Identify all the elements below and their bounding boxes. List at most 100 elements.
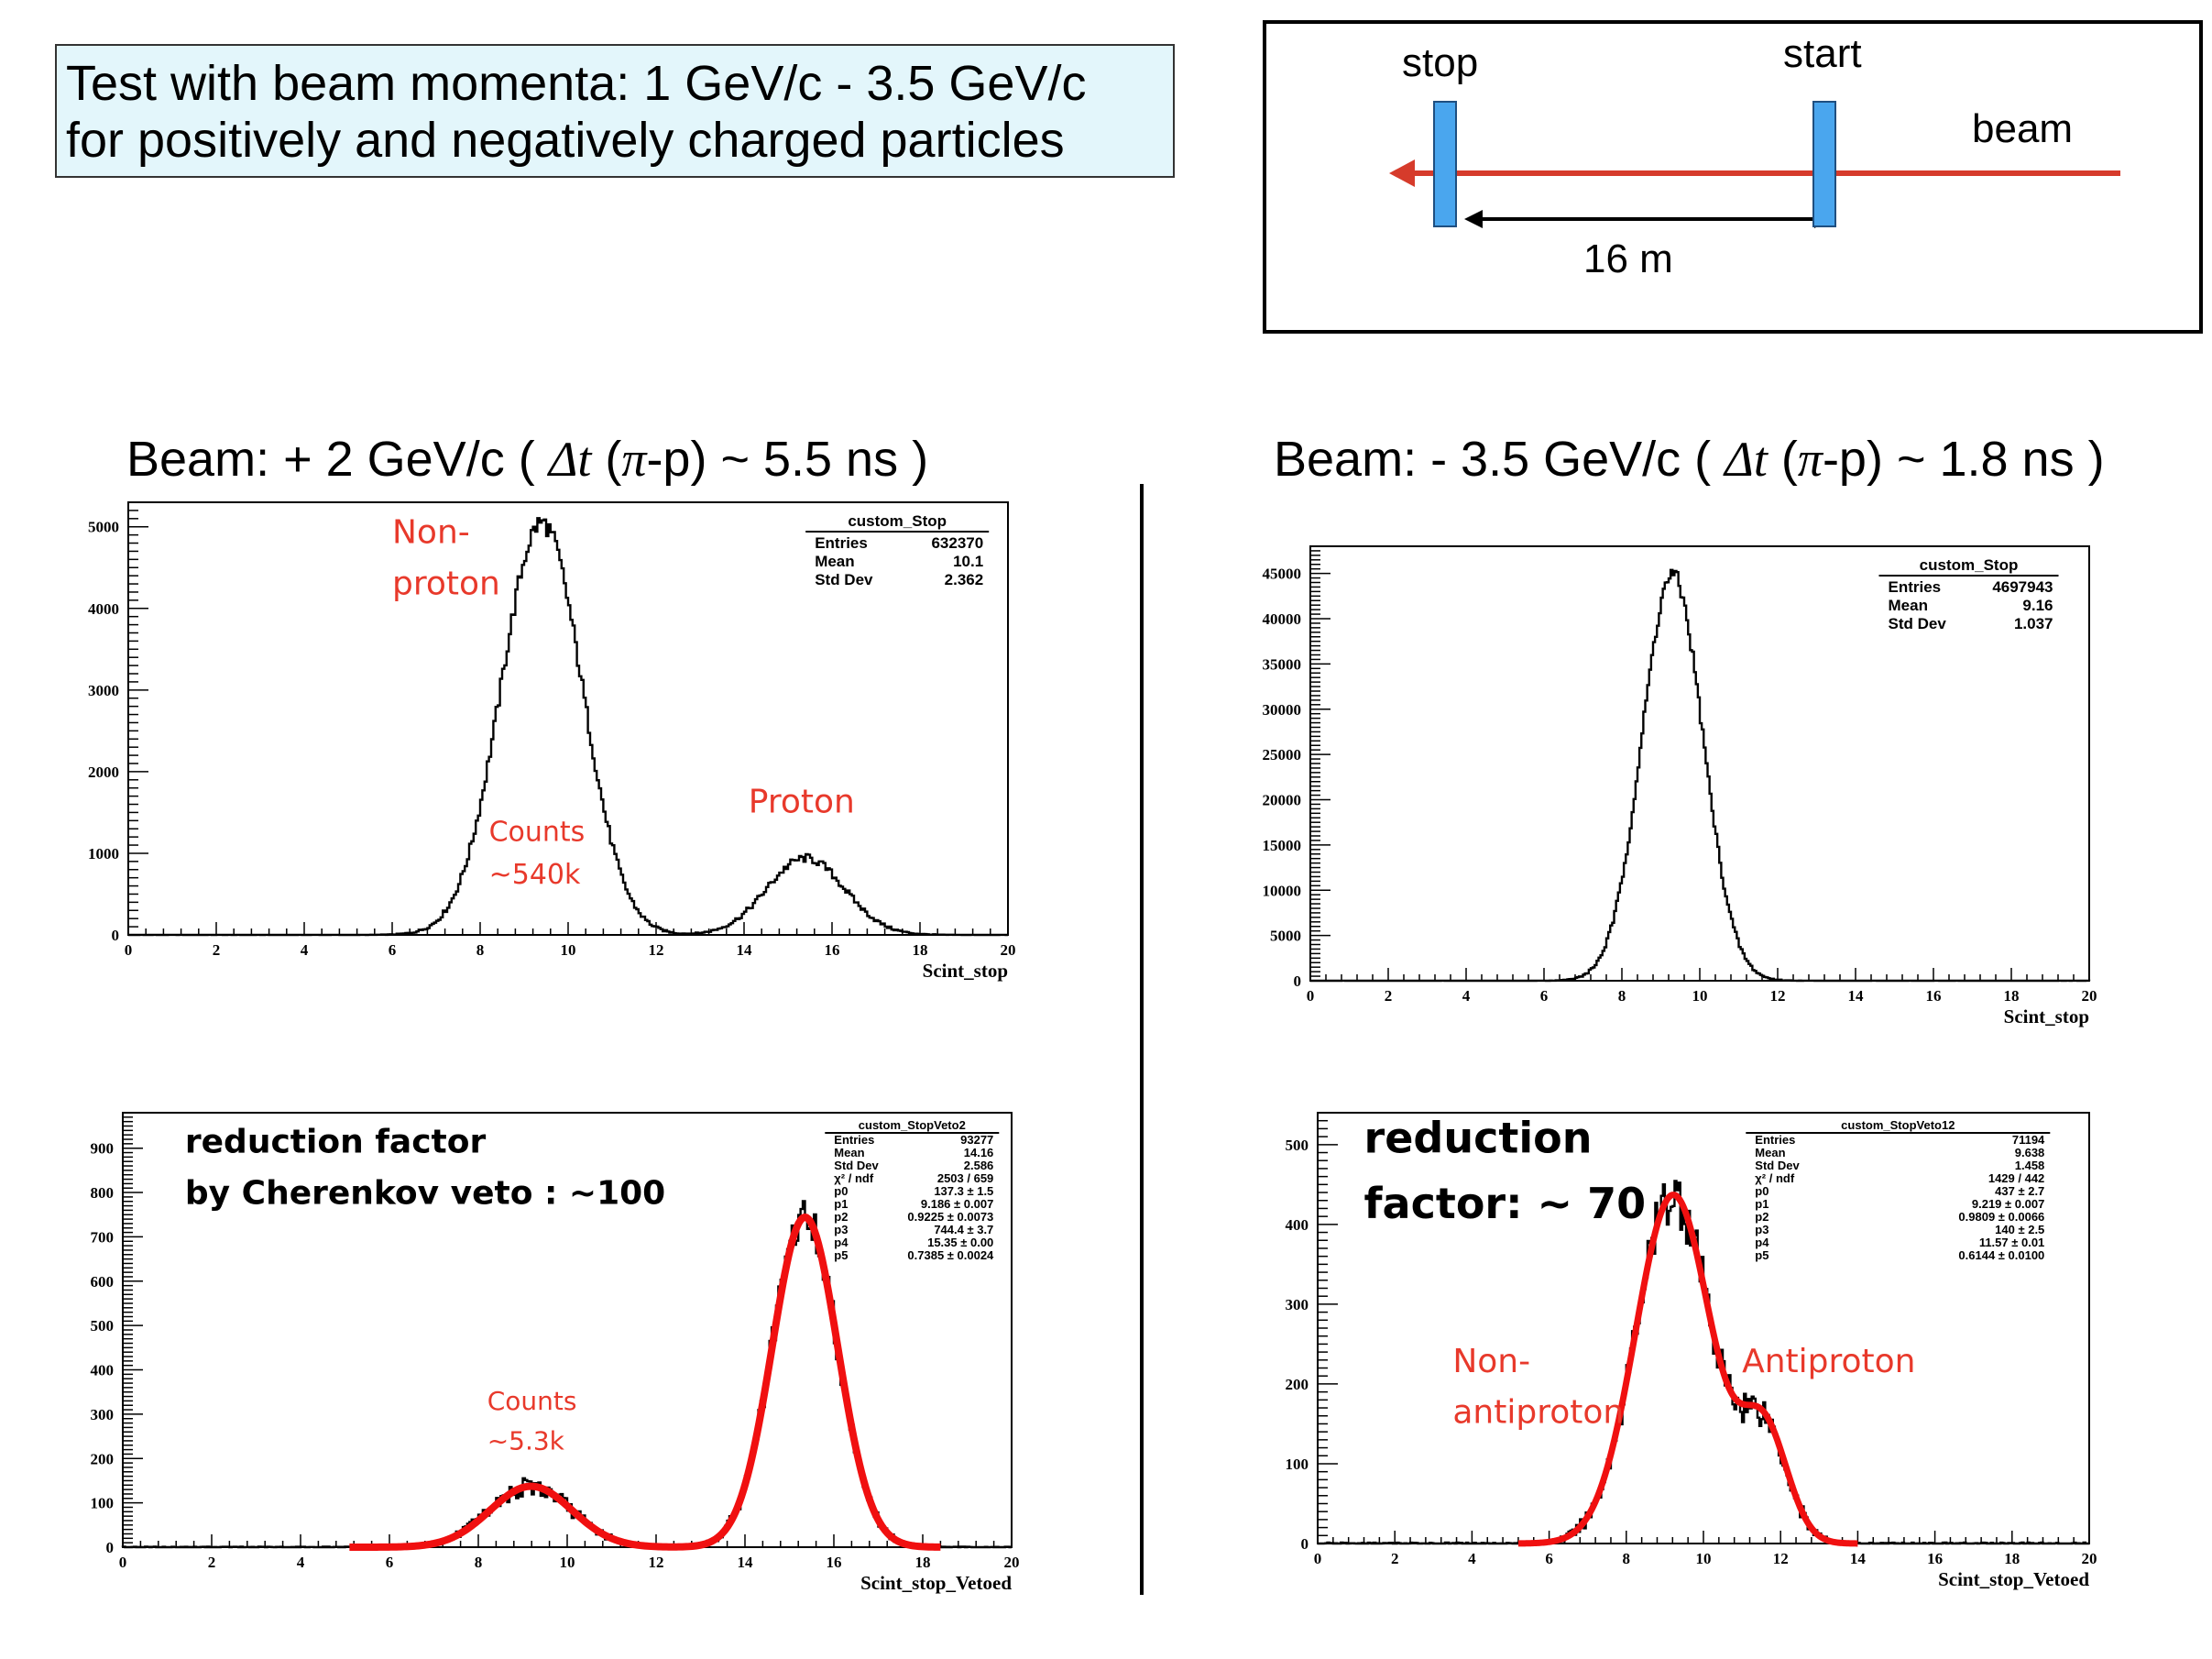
- y-tick-label: 10000: [1263, 882, 1302, 899]
- annotation-text: Counts: [487, 1386, 577, 1416]
- stats-value: 0.6144 ± 0.0100: [1958, 1248, 2044, 1262]
- y-tick-label: 2000: [88, 764, 119, 781]
- x-tick-label: 6: [386, 1554, 394, 1571]
- stats-value: 10.1: [953, 553, 983, 570]
- y-tick-label: 800: [91, 1184, 115, 1202]
- y-tick-label: 600: [91, 1273, 115, 1291]
- beam-arrowhead: [1389, 159, 1415, 187]
- distance-arrow-left: [1464, 210, 1483, 228]
- x-tick-label: 14: [1848, 987, 1865, 1005]
- stats-value: 11.57 ± 0.01: [1979, 1236, 2044, 1249]
- beam-title-left: Beam: + 2 GeV/c ( Δt (π-p) ~ 5.5 ns ): [126, 431, 928, 488]
- stats-value: 15.35 ± 0.00: [927, 1236, 993, 1249]
- x-tick-label: 14: [737, 941, 753, 959]
- stats-key: p2: [834, 1210, 848, 1224]
- stats-key: Std Dev: [1889, 615, 1947, 632]
- stats-key: Std Dev: [1755, 1159, 1800, 1172]
- y-tick-label: 4000: [88, 600, 119, 618]
- beam-title-right-prefix: Beam: - 3.5 GeV/c (: [1274, 432, 1725, 487]
- x-tick-label: 10: [1692, 987, 1708, 1005]
- stats-value: 2503 / 659: [937, 1171, 993, 1185]
- y-tick-label: 500: [1286, 1137, 1309, 1154]
- stats-title: custom_Stop: [1920, 556, 2019, 574]
- x-tick-label: 20: [1004, 1554, 1020, 1571]
- x-tick-label: 8: [1618, 987, 1626, 1005]
- y-tick-label: 20000: [1263, 792, 1302, 809]
- fit-curve: [347, 1213, 943, 1551]
- y-tick-label: 45000: [1263, 566, 1302, 583]
- beam-title-right-mid: (: [1767, 432, 1798, 487]
- x-tick-label: 8: [1623, 1550, 1631, 1567]
- beam-title-right-suffix: -p) ~ 1.8 ns ): [1822, 432, 2105, 487]
- start-scintillator: [1812, 101, 1836, 227]
- beam-title-left-dt: Δt: [548, 432, 592, 487]
- annotation-text: antiproton: [1452, 1394, 1624, 1432]
- x-tick-label: 10: [561, 941, 576, 959]
- annotation-text: Counts: [489, 817, 586, 849]
- y-tick-label: 200: [91, 1450, 115, 1467]
- stats-value: 14.16: [964, 1146, 994, 1159]
- stats-title: custom_StopVeto2: [859, 1118, 966, 1132]
- histogram-negative-vetoed: 0 100 200 300 400 500 0 2 4 6 8 10 12 14 16 18 20Scint_s…: [1286, 1112, 2097, 1590]
- histogram-negative-beam: 0 5000 10000 15000 20000 25000 30000 35000 40000…: [1263, 545, 2097, 1027]
- annotation-text: by Cherenkov veto : ~100: [185, 1174, 665, 1212]
- beam-title-left-suffix: -p) ~ 5.5 ns ): [646, 432, 929, 487]
- stats-key: p5: [1755, 1248, 1769, 1262]
- histogram-line: [128, 517, 1008, 937]
- beam-title-right: Beam: - 3.5 GeV/c ( Δt (π-p) ~ 1.8 ns ): [1274, 431, 2105, 488]
- stats-key: p5: [834, 1248, 848, 1262]
- y-tick-label: 400: [91, 1362, 115, 1379]
- annotation-text: reduction factor: [185, 1124, 487, 1161]
- y-tick-label: 400: [1286, 1216, 1309, 1234]
- plot-frame: [127, 501, 1009, 936]
- x-tick-label: 2: [1391, 1550, 1399, 1567]
- y-tick-label: 300: [91, 1406, 115, 1423]
- x-tick-label: 10: [560, 1554, 575, 1571]
- stats-value: 2.362: [945, 571, 984, 588]
- stats-key: Entries: [815, 534, 868, 552]
- distance-label: 16 m: [1583, 236, 1673, 281]
- x-tick-label: 12: [1770, 987, 1786, 1005]
- y-tick-label: 30000: [1263, 701, 1302, 719]
- stats-key: Std Dev: [834, 1159, 879, 1172]
- x-tick-label: 2: [213, 941, 221, 959]
- stats-title: custom_Stop: [848, 512, 947, 530]
- x-tick-label: 8: [475, 1554, 483, 1571]
- info-box: Test with beam momenta: 1 GeV/c - 3.5 Ge…: [55, 44, 1175, 178]
- stats-key: Entries: [1889, 578, 1942, 596]
- x-axis-title: Scint_stop: [923, 960, 1008, 982]
- stats-value: 9.219 ± 0.007: [1972, 1197, 2044, 1211]
- stats-key: Std Dev: [815, 571, 873, 588]
- x-tick-label: 14: [1850, 1550, 1867, 1567]
- stats-key: p1: [1755, 1197, 1769, 1211]
- stats-key: Mean: [815, 553, 854, 570]
- beam-title-right-pi: π: [1797, 432, 1823, 487]
- x-tick-label: 4: [297, 1554, 305, 1571]
- beam-title-left-mid: (: [591, 432, 622, 487]
- panel-divider: [1140, 484, 1144, 1595]
- setup-diagram: stop start beam 16 m: [1263, 20, 2203, 334]
- annotation-text: Antiproton: [1742, 1343, 1915, 1380]
- stats-title: custom_StopVeto12: [1841, 1118, 1955, 1132]
- x-tick-label: 6: [1540, 987, 1549, 1005]
- x-tick-label: 16: [1926, 987, 1942, 1005]
- plot-frame: [1309, 545, 2090, 982]
- x-tick-label: 2: [208, 1554, 216, 1571]
- y-tick-label: 900: [91, 1140, 115, 1158]
- x-tick-label: 20: [1001, 941, 1016, 959]
- stats-value: 1429 / 442: [1988, 1171, 2044, 1185]
- annotation-text: factor: ~ 70: [1364, 1179, 1647, 1228]
- stats-key: p2: [1755, 1210, 1769, 1224]
- x-tick-label: 10: [1696, 1550, 1712, 1567]
- annotation-text: proton: [392, 565, 500, 602]
- x-tick-label: 18: [2004, 987, 2020, 1005]
- info-line-1: Test with beam momenta: 1 GeV/c - 3.5 Ge…: [66, 56, 1087, 111]
- stats-value: 93277: [960, 1133, 993, 1147]
- stats-value: 632370: [931, 534, 983, 552]
- stats-value: 744.4 ± 3.7: [934, 1223, 993, 1236]
- histogram-line: [1310, 568, 2091, 983]
- y-tick-label: 200: [1286, 1376, 1309, 1393]
- x-tick-label: 0: [1307, 987, 1315, 1005]
- stats-key: Mean: [834, 1146, 864, 1159]
- annotation-text: Proton: [749, 783, 855, 820]
